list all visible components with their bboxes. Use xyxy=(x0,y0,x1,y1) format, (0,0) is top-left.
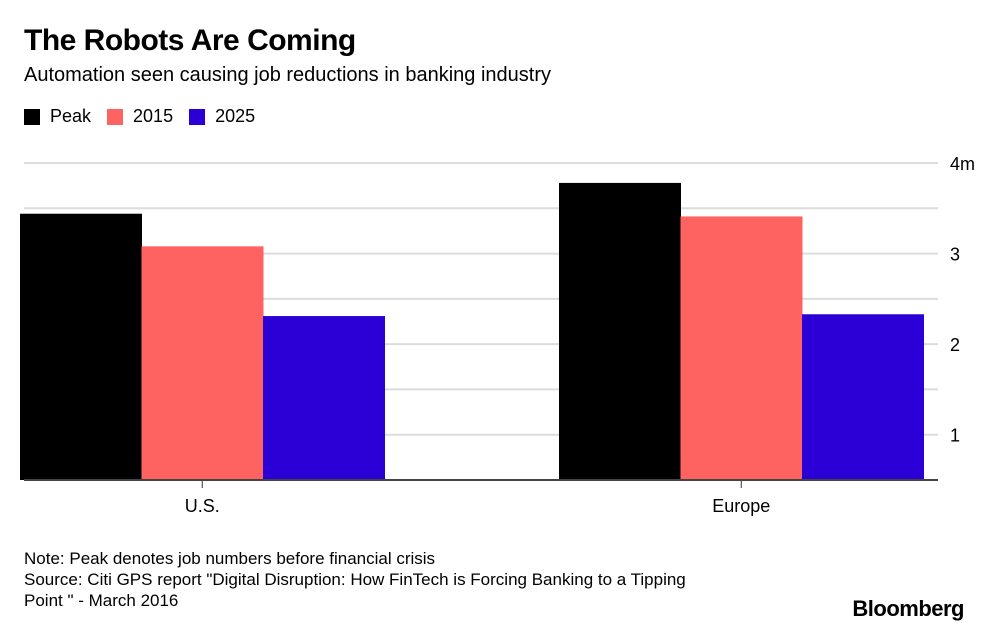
y-tick-label: 2 xyxy=(950,335,960,355)
legend-swatch-peak xyxy=(24,108,40,125)
x-tick-label: Europe xyxy=(712,496,770,516)
source-text-line1: Source: Citi GPS report "Digital Disrupt… xyxy=(24,570,686,589)
bar-us-peak xyxy=(20,213,142,480)
bar-us-2025 xyxy=(263,316,385,480)
legend-item-2015: 2015 xyxy=(107,106,173,127)
legend-label-2015: 2015 xyxy=(133,106,174,126)
legend-item-peak: Peak xyxy=(24,106,91,127)
legend: Peak 2015 2025 xyxy=(24,106,271,127)
note-text: Note: Peak denotes job numbers before fi… xyxy=(24,549,436,568)
legend-swatch-2015 xyxy=(107,108,124,125)
bloomberg-logo: Bloomberg xyxy=(852,596,964,621)
legend-label-peak: Peak xyxy=(50,106,92,126)
legend-swatch-2025 xyxy=(189,108,206,125)
y-tick-label: 1 xyxy=(950,426,960,446)
bar-europe-2025 xyxy=(802,314,924,480)
bar-us-2015 xyxy=(141,246,264,480)
bar-europe-2015 xyxy=(680,216,803,481)
bar-europe-peak xyxy=(559,182,681,480)
source-text-line2: Point " - March 2016 xyxy=(24,591,179,610)
footnotes: Note: Peak denotes job numbers before fi… xyxy=(24,548,686,611)
x-tick-label: U.S. xyxy=(185,496,220,516)
chart-title: The Robots Are Coming xyxy=(24,24,356,57)
legend-item-2025: 2025 xyxy=(189,106,255,127)
y-tick-label: 4m xyxy=(950,154,975,174)
chart-subtitle: Automation seen causing job reductions i… xyxy=(24,64,551,86)
legend-label-2025: 2025 xyxy=(215,106,256,126)
y-tick-label: 3 xyxy=(950,245,960,265)
